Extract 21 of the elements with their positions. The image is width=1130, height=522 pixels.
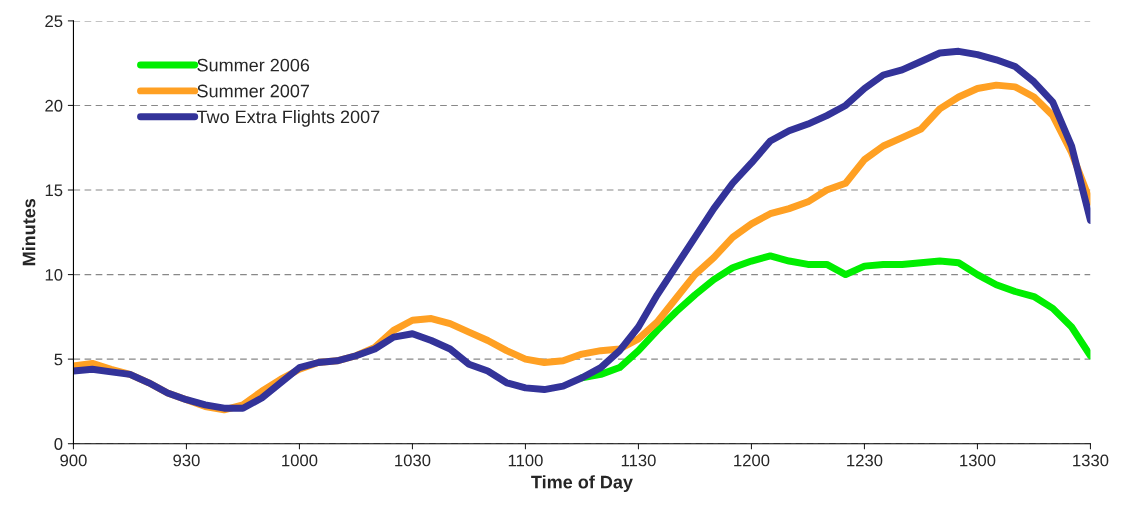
legend-label: Two Extra Flights 2007: [196, 109, 380, 127]
x-tick-label: 1100: [508, 454, 543, 467]
y-tick-label: 0: [54, 438, 63, 450]
y-tick-label: 15: [45, 184, 63, 197]
legend-label: Summer 2007: [197, 84, 310, 98]
x-tick-label: 1030: [395, 454, 431, 467]
y-tick-label: 10: [45, 268, 63, 281]
x-tick-label: 1130: [621, 454, 656, 467]
x-tick-label: 1330: [1073, 454, 1109, 467]
x-tick-label: 930: [173, 454, 200, 467]
y-tick-label: 20: [45, 99, 63, 112]
y-axis-title: Minutes: [22, 198, 36, 266]
legend-label: Summer 2006: [197, 58, 310, 72]
x-tick-label: 900: [60, 454, 87, 467]
x-tick-label: 1200: [734, 454, 770, 467]
x-axis-title: Time of Day: [531, 475, 633, 493]
y-tick-label: 5: [54, 353, 63, 366]
x-tick-label: 1300: [960, 454, 996, 467]
x-tick-label: 1230: [847, 454, 883, 467]
y-tick-label: 25: [45, 15, 63, 28]
x-tick-label: 1000: [282, 454, 318, 467]
